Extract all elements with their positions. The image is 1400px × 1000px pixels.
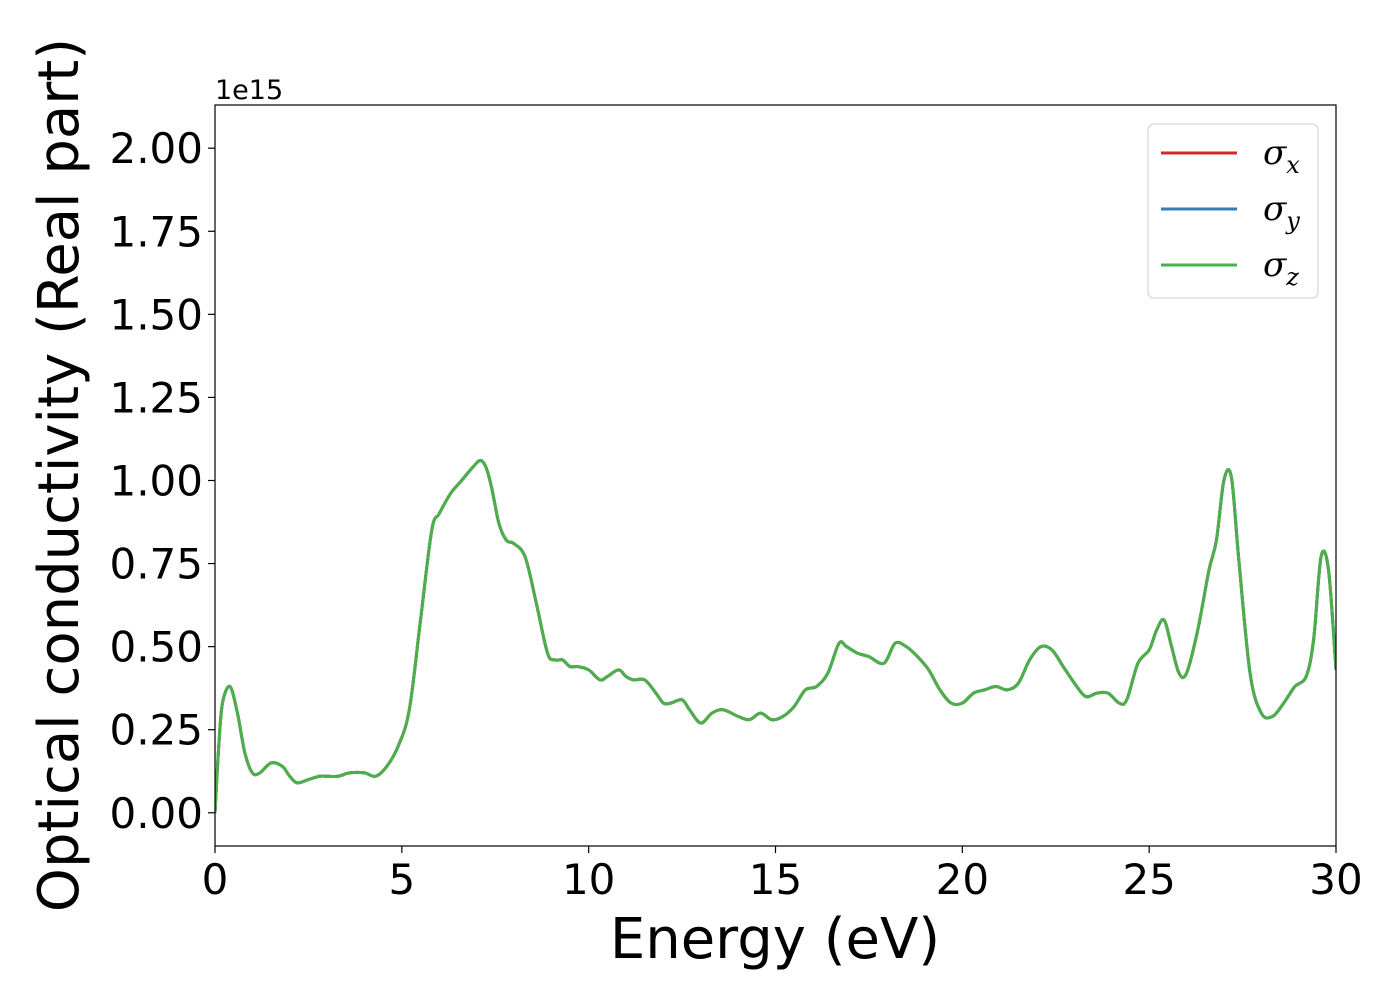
y-tick-label: 1.25 [109,373,203,422]
y-tick-label: 0.75 [109,540,203,589]
x-tick-label: 25 [1122,855,1175,904]
x-tick-label: 30 [1309,855,1362,904]
legend-symbol: σ [1263,245,1287,285]
legend-symbol: σ [1263,189,1287,229]
y-tick-label: 1.50 [109,290,203,339]
x-tick-label: 15 [749,855,802,904]
series-layer [215,459,1336,813]
x-tick-label: 5 [388,855,415,904]
y-offset-text: 1e15 [215,75,283,106]
y-tick-label: 0.50 [109,623,203,672]
legend-subscript: z [1285,263,1299,291]
y-axis: 0.00 0.25 0.50 0.75 1.00 1.25 1.50 1.75 2.00 [109,124,215,838]
x-tick-label: 20 [936,855,989,904]
y-tick-label: 1.75 [109,207,203,256]
legend-symbol: σ [1263,133,1287,173]
series-line-z [215,459,1336,813]
x-axis-title: Energy (eV) [610,907,940,972]
y-axis-title: Optical conductivity (Real part) [27,38,92,912]
legend-box [1147,123,1319,299]
legend-label: σx [1263,133,1300,179]
y-tick-label: 2.00 [109,124,203,173]
legend-subscript: x [1286,151,1300,179]
x-tick-label: 0 [202,855,229,904]
legend-label: σz [1263,245,1299,291]
y-tick-label: 0.25 [109,706,203,755]
y-tick-label: 0.00 [109,789,203,838]
y-tick-label: 1.00 [109,456,203,505]
legend-label: σy [1263,189,1300,235]
x-axis: 0 5 10 15 20 25 30 [202,846,1363,904]
x-tick-label: 10 [562,855,615,904]
legend-subscript: y [1285,207,1300,235]
